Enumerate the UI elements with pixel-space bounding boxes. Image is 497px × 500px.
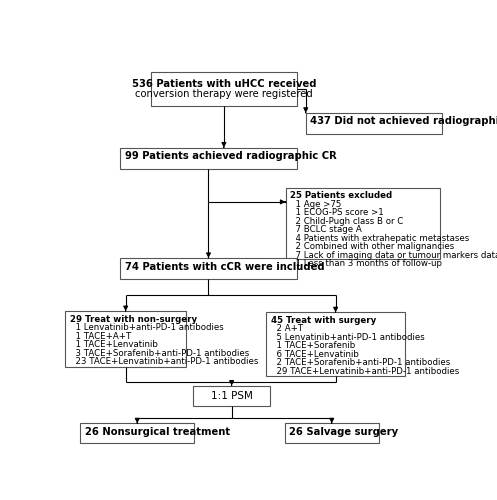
FancyBboxPatch shape: [286, 188, 440, 259]
Text: 29 Treat with non-surgery: 29 Treat with non-surgery: [70, 314, 197, 324]
Text: 45 Treat with surgery: 45 Treat with surgery: [271, 316, 376, 325]
Text: 26 Nonsurgical treatment: 26 Nonsurgical treatment: [85, 427, 230, 437]
FancyBboxPatch shape: [285, 424, 379, 444]
Text: 1 Lenvatinib+anti-PD-1 antibodies: 1 Lenvatinib+anti-PD-1 antibodies: [70, 323, 223, 332]
FancyBboxPatch shape: [120, 148, 297, 169]
Text: 6 TACE+Lenvatinib: 6 TACE+Lenvatinib: [271, 350, 359, 359]
Text: 29 TACE+Lenvatinib+anti-PD-1 antibodies: 29 TACE+Lenvatinib+anti-PD-1 antibodies: [271, 367, 459, 376]
Text: 1 ECOG-PS score >1: 1 ECOG-PS score >1: [290, 208, 384, 218]
Text: 2 Child-Pugh class B or C: 2 Child-Pugh class B or C: [290, 217, 404, 226]
Text: 7 Lack of imaging data or tumour markers data: 7 Lack of imaging data or tumour markers…: [290, 251, 497, 260]
Text: 1 Less than 3 months of follow-up: 1 Less than 3 months of follow-up: [290, 260, 442, 268]
Text: 2 A+T: 2 A+T: [271, 324, 303, 334]
Text: 2 TACE+Sorafenib+anti-PD-1 antibodies: 2 TACE+Sorafenib+anti-PD-1 antibodies: [271, 358, 450, 368]
Text: 74 Patients with cCR were included: 74 Patients with cCR were included: [125, 262, 324, 272]
FancyBboxPatch shape: [65, 311, 186, 367]
Text: 5 Lenvatinib+anti-PD-1 antibodies: 5 Lenvatinib+anti-PD-1 antibodies: [271, 333, 424, 342]
Text: 2 Combined with other malignancies: 2 Combined with other malignancies: [290, 242, 454, 252]
Text: 536 Patients with uHCC received: 536 Patients with uHCC received: [132, 79, 316, 89]
FancyBboxPatch shape: [266, 312, 405, 376]
Text: 1 TACE+Lenvatinib: 1 TACE+Lenvatinib: [70, 340, 158, 349]
Text: 437 Did not achieved radiographic CR: 437 Did not achieved radiographic CR: [310, 116, 497, 126]
FancyBboxPatch shape: [306, 113, 442, 134]
Text: 25 Patients excluded: 25 Patients excluded: [290, 192, 392, 200]
FancyBboxPatch shape: [120, 258, 297, 280]
Text: 4 Patients with extrahepatic metastases: 4 Patients with extrahepatic metastases: [290, 234, 469, 243]
FancyBboxPatch shape: [151, 72, 297, 106]
FancyBboxPatch shape: [193, 386, 270, 406]
Text: 3 TACE+Sorafenib+anti-PD-1 antibodies: 3 TACE+Sorafenib+anti-PD-1 antibodies: [70, 348, 249, 358]
Text: 1:1 PSM: 1:1 PSM: [211, 390, 252, 400]
Text: conversion therapy were registered: conversion therapy were registered: [135, 88, 313, 99]
FancyBboxPatch shape: [81, 424, 194, 444]
Text: 1 TACE+Sorafenib: 1 TACE+Sorafenib: [271, 342, 355, 350]
Text: 1 TACE+A+T: 1 TACE+A+T: [70, 332, 131, 340]
Text: 7 BCLC stage A: 7 BCLC stage A: [290, 226, 362, 234]
Text: 1 Age >75: 1 Age >75: [290, 200, 341, 209]
Text: 23 TACE+Lenvatinib+anti-PD-1 antibodies: 23 TACE+Lenvatinib+anti-PD-1 antibodies: [70, 357, 258, 366]
Text: 99 Patients achieved radiographic CR: 99 Patients achieved radiographic CR: [125, 151, 336, 161]
Text: 26 Salvage surgery: 26 Salvage surgery: [289, 427, 398, 437]
